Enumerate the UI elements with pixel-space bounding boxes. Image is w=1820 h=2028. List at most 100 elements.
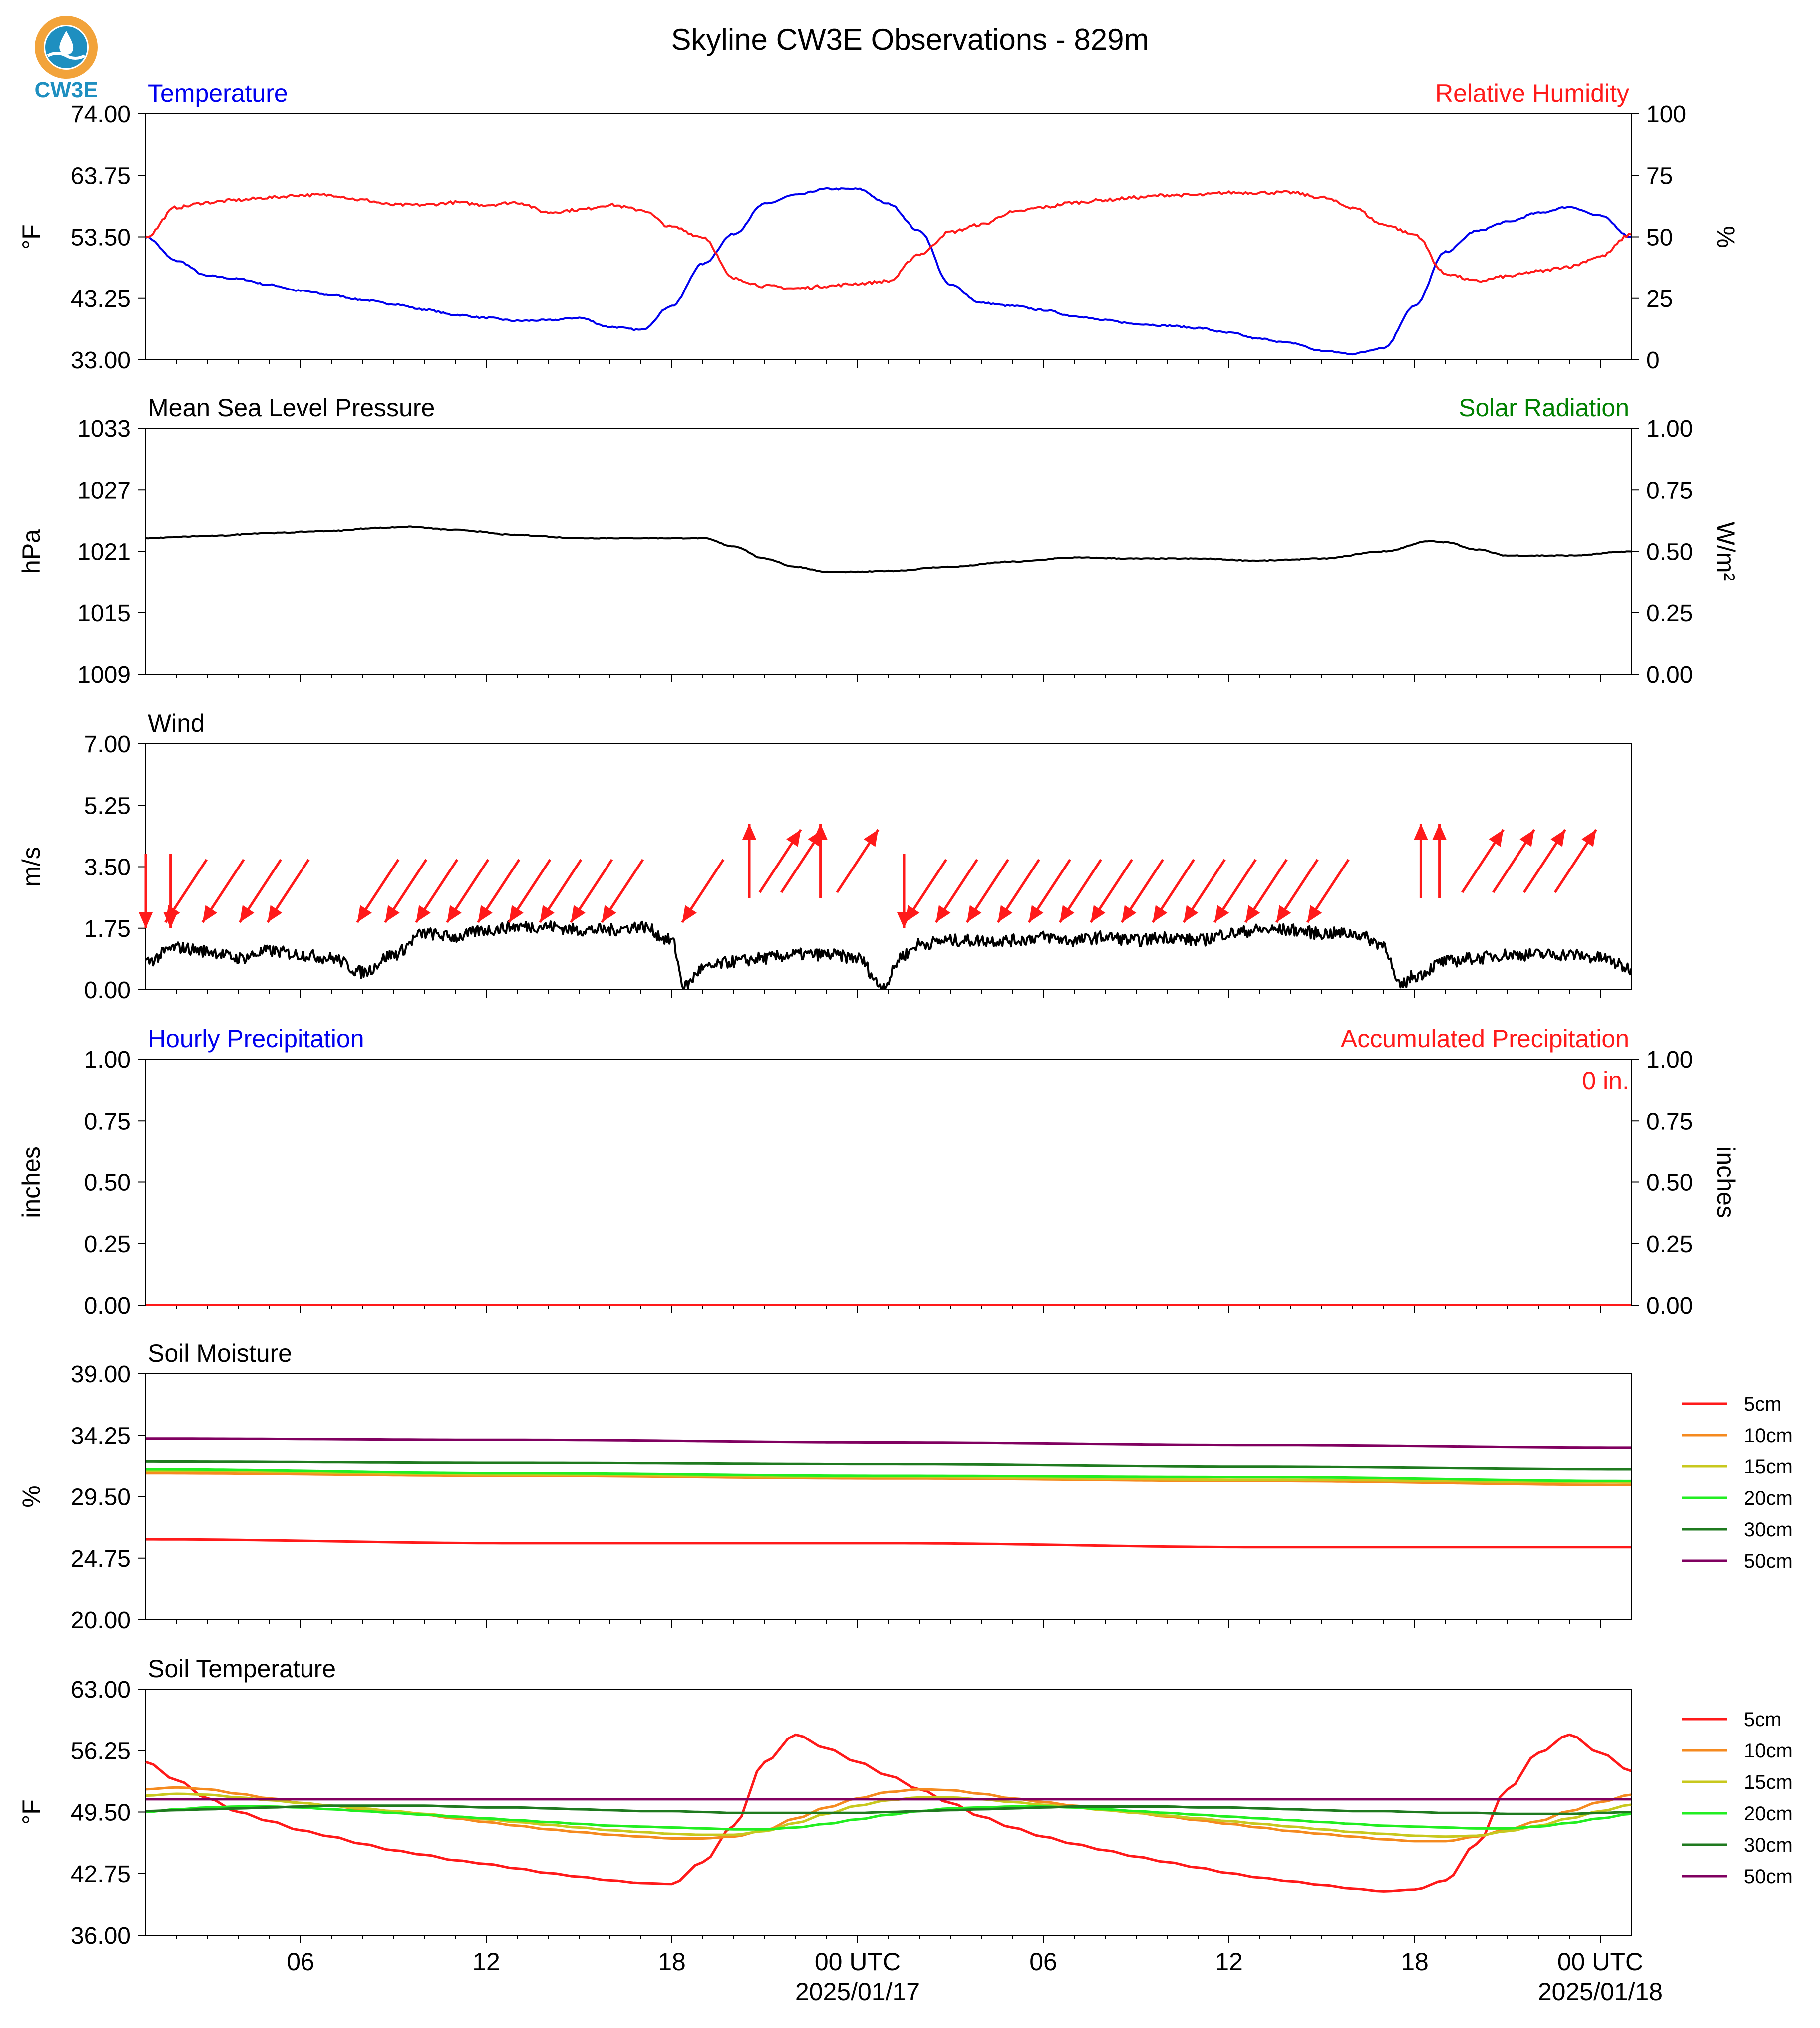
wind-arrow-head: [602, 905, 616, 922]
y2-axis-label: %: [1712, 226, 1740, 248]
wind-arrow: [1306, 859, 1350, 923]
wind-arrow: [1523, 829, 1566, 893]
wind-arrow-head: [1489, 830, 1504, 847]
series-line-temperature: [145, 187, 1632, 356]
wind-arrow-head: [905, 905, 920, 922]
y2-tick-label: 0.75: [1646, 1108, 1693, 1135]
plot-frame: [145, 428, 1632, 675]
y-tick-label: 1.75: [84, 916, 131, 942]
wind-arrow: [539, 859, 583, 923]
series-line-15cm: [146, 1469, 1631, 1484]
wind-arrow: [1213, 859, 1257, 923]
wind-arrow-head: [540, 905, 555, 922]
wind-arrow: [1275, 859, 1319, 923]
wind-arrow-head: [967, 905, 982, 922]
wind-arrow: [239, 859, 282, 923]
y2-tick-label: 0: [1646, 347, 1660, 374]
wind-arrow: [446, 859, 490, 923]
panels-group: Temperature Relative Humidity 33.00 43.25 53…: [17, 79, 1793, 2006]
panel-title-right: Accumulated Precipitation: [1341, 1025, 1629, 1053]
wind-arrow-head: [1519, 830, 1534, 847]
wind-arrow: [1152, 859, 1195, 923]
wind-arrow: [508, 859, 552, 923]
x-date-label: 2025/01/18: [1538, 1978, 1663, 2006]
series-line-mean-sea-level-pressure: [145, 525, 1632, 574]
plot-frame: [145, 1059, 1632, 1306]
y2-tick-label: 0.25: [1646, 1231, 1693, 1258]
wind-arrow: [570, 859, 613, 923]
wind-arrow-head: [267, 905, 283, 922]
legend-label: 50cm: [1744, 1550, 1793, 1572]
y-tick-label: 63.75: [71, 163, 131, 189]
wind-arrow-head: [1414, 824, 1428, 840]
wind-arrow-head: [998, 905, 1013, 922]
y-tick-label: 5.25: [84, 793, 131, 819]
logo-text: CW3E: [34, 78, 98, 102]
y-tick-label: 63.00: [71, 1677, 131, 1703]
y-tick-label: 1033: [77, 416, 131, 442]
y-tick-label: 7.00: [84, 731, 131, 758]
legend-label: 10cm: [1744, 1740, 1793, 1762]
wind-arrow-head: [1091, 905, 1106, 922]
wind-arrow-head: [1122, 905, 1137, 922]
y-tick-label: 0.25: [84, 1231, 131, 1258]
wind-arrow-head: [813, 824, 828, 840]
series-line-relative-humidity: [145, 190, 1632, 290]
y-tick-label: 29.50: [71, 1484, 131, 1511]
y-tick-label: 3.50: [84, 855, 131, 881]
wind-arrow-head: [571, 905, 586, 922]
legend-label: 5cm: [1744, 1393, 1782, 1415]
wind-arrow: [356, 859, 400, 923]
y-tick-label: 33.00: [71, 347, 131, 374]
wind-arrow: [904, 859, 947, 923]
wind-arrow-head: [1276, 905, 1291, 922]
series-line-20cm: [146, 1468, 1631, 1482]
legend-label: 30cm: [1744, 1519, 1793, 1541]
wind-arrow: [1414, 824, 1428, 898]
y-tick-label: 1.00: [84, 1047, 131, 1073]
y-axis-label: hPa: [17, 529, 45, 574]
wind-arrow-head: [385, 905, 400, 922]
logo-waves-icon: [47, 52, 86, 60]
x-tick-label: 18: [1401, 1948, 1429, 1976]
y-tick-label: 1021: [77, 539, 131, 566]
series-line-wind-speed: [145, 920, 1632, 990]
logo-ring: [35, 16, 98, 79]
panel-soil-moisture: Soil Moisture 20.00 24.75 29.50 34.25 39.00% 5…: [17, 1339, 1793, 1634]
wind-arrow: [1461, 829, 1505, 893]
y-tick-label: 36.00: [71, 1923, 131, 1949]
x-tick-label: 12: [472, 1948, 500, 1976]
legend-label: 10cm: [1744, 1425, 1793, 1447]
wind-arrow-head: [682, 905, 697, 922]
y-tick-label: 53.50: [71, 225, 131, 251]
wind-arrow-head: [139, 912, 153, 928]
wind-arrow-head: [1029, 905, 1044, 922]
wind-arrow-head: [447, 905, 462, 922]
y2-axis-label: inches: [1712, 1146, 1740, 1218]
wind-arrow: [266, 859, 310, 923]
wind-arrow-head: [1060, 905, 1075, 922]
wind-arrow: [966, 859, 1009, 923]
wind-arrow: [1090, 859, 1133, 923]
panel-title-left: Mean Sea Level Pressure: [148, 394, 435, 422]
wind-arrow-head: [357, 905, 372, 922]
wind-arrow: [1492, 829, 1535, 893]
y2-tick-label: 1.00: [1646, 1047, 1693, 1073]
y-tick-label: 43.25: [71, 286, 131, 312]
x-tick-label: 06: [287, 1948, 314, 1976]
x-date-label: 2025/01/17: [795, 1978, 920, 2006]
y-tick-label: 34.25: [71, 1423, 131, 1449]
wind-arrow-head: [936, 905, 951, 922]
y2-tick-label: 0.00: [1646, 1293, 1693, 1319]
y-tick-label: 1027: [77, 477, 131, 504]
wind-arrow-head: [1214, 905, 1229, 922]
wind-arrow: [1432, 824, 1447, 898]
wind-arrow-head: [1153, 905, 1168, 922]
y2-tick-label: 0.00: [1646, 662, 1693, 688]
legend-label: 20cm: [1744, 1803, 1793, 1825]
panel-title-right: Solar Radiation: [1459, 394, 1629, 422]
y-tick-label: 1009: [77, 662, 131, 688]
wind-arrow-head: [1581, 830, 1596, 847]
wind-arrow: [201, 859, 245, 923]
